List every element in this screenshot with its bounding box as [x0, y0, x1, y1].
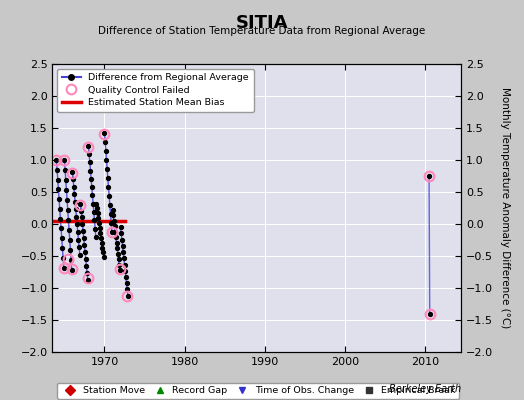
Legend: Station Move, Record Gap, Time of Obs. Change, Empirical Break: Station Move, Record Gap, Time of Obs. C…: [57, 382, 460, 399]
Text: SITIA: SITIA: [236, 14, 288, 32]
Y-axis label: Monthly Temperature Anomaly Difference (°C): Monthly Temperature Anomaly Difference (…: [500, 87, 510, 329]
Text: Berkeley Earth: Berkeley Earth: [389, 384, 461, 394]
Text: Difference of Station Temperature Data from Regional Average: Difference of Station Temperature Data f…: [99, 26, 425, 36]
